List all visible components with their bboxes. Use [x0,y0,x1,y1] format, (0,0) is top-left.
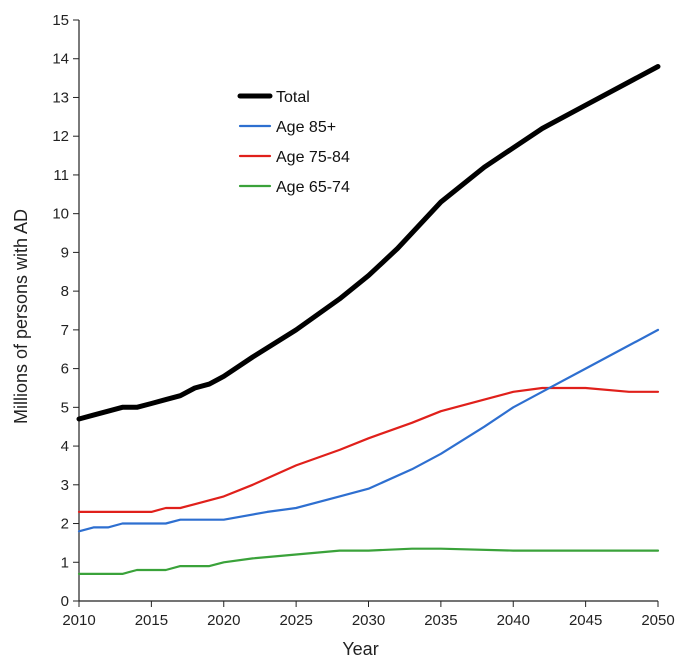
x-tick-label: 2050 [641,612,674,629]
x-tick-label: 2040 [497,612,530,629]
y-tick-label: 10 [52,206,69,223]
x-axis-title: Year [342,639,378,659]
series-line-age-65-74 [77,547,660,575]
y-axis-title: Millions of persons with AD [11,209,31,424]
series-line-total [76,64,661,422]
y-tick-label: 0 [61,593,69,610]
y-tick-label: 15 [52,12,69,29]
x-tick-label: 2010 [62,612,95,629]
legend: Total Age 85+ Age 75-84 Age 65-74 [237,89,350,196]
series-line-age-75-84 [77,386,660,513]
y-tick-label: 12 [52,128,69,145]
y-tick-label: 2 [61,516,69,533]
series-lines [76,64,661,575]
y-tick-label: 3 [61,477,69,494]
x-tick-label: 2035 [424,612,457,629]
y-tick-label: 13 [52,89,69,106]
y-tick-label: 14 [52,51,69,68]
y-tick-label: 1 [61,554,69,571]
y-tick-label: 9 [61,244,69,261]
y-tick-label: 7 [61,322,69,339]
series-line-age-85 [77,328,660,533]
y-tick-label: 4 [61,438,69,455]
y-tick-label: 8 [61,283,69,300]
x-tick-label: 2045 [569,612,602,629]
legend-label-age-75-84: Age 75-84 [276,149,350,166]
y-tick-label: 11 [53,167,69,184]
legend-label-age-65-74: Age 65-74 [276,179,350,196]
legend-label-total: Total [276,89,310,106]
x-tick-label: 2030 [352,612,385,629]
y-tick-label: 6 [61,361,69,378]
x-tick-label: 2020 [207,612,240,629]
x-tick-label: 2025 [279,612,312,629]
legend-label-age-85: Age 85+ [276,119,336,136]
y-tick-label: 5 [61,399,69,416]
x-tick-label: 2015 [135,612,168,629]
